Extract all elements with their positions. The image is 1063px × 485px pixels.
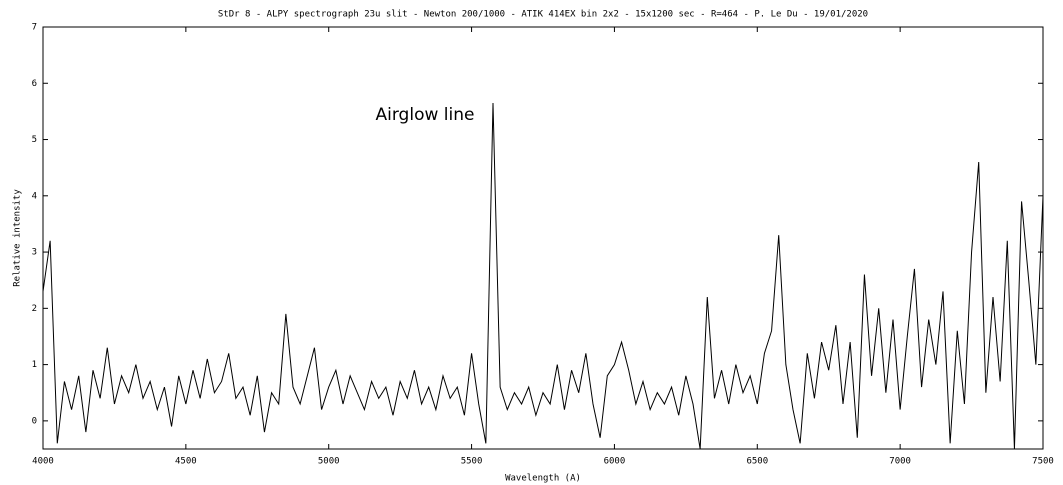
x-axis-label: Wavelength (A): [505, 474, 581, 484]
annotation: Airglow line: [376, 105, 475, 125]
x-tick-label: 6500: [746, 457, 768, 467]
x-tick-label: 5500: [461, 457, 483, 467]
y-tick-label: 1: [32, 360, 37, 370]
y-tick-label: 6: [32, 79, 37, 89]
y-tick-label: 3: [32, 248, 37, 258]
x-tick-label: 7000: [889, 457, 911, 467]
x-tick-label: 4500: [175, 457, 197, 467]
x-tick-label: 4000: [32, 457, 54, 467]
x-tick-label: 5000: [318, 457, 340, 467]
y-tick-label: 5: [32, 135, 37, 145]
y-tick-label: 7: [32, 23, 37, 33]
chart-title: StDr 8 - ALPY spectrograph 23u slit - Ne…: [218, 10, 868, 20]
y-tick-label: 2: [32, 304, 37, 314]
y-axis-label: Relative intensity: [13, 189, 23, 287]
x-tick-label: 7500: [1032, 457, 1054, 467]
x-tick-label: 6000: [604, 457, 626, 467]
y-tick-label: 4: [32, 191, 37, 201]
spectrum-line: [43, 102, 1043, 449]
plot-frame: [42, 26, 1044, 450]
y-tick-label: 0: [32, 416, 37, 426]
